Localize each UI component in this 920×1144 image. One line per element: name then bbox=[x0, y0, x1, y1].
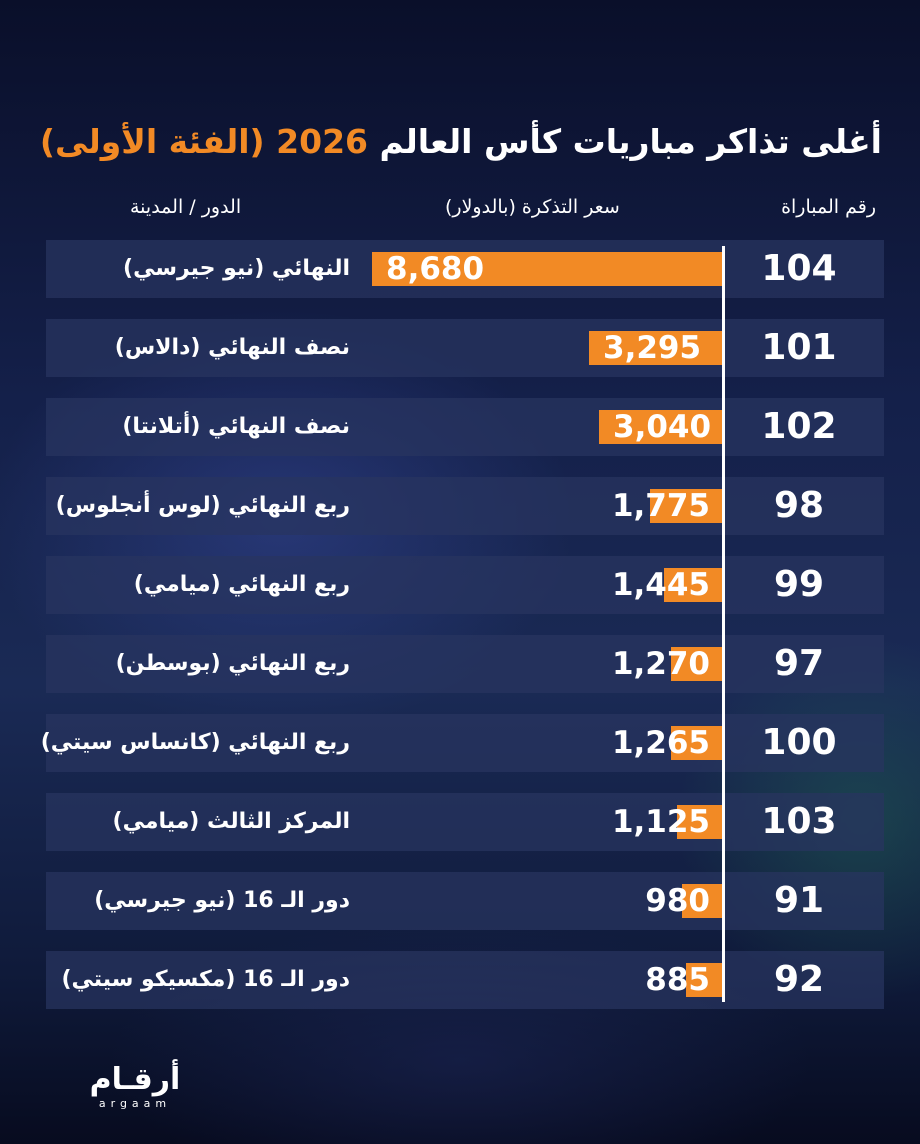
price-bar bbox=[664, 568, 722, 602]
price-bar bbox=[682, 884, 722, 918]
price-label: 1,270 bbox=[611, 646, 710, 682]
match-number: 103 bbox=[761, 801, 837, 842]
stage-city: ربع النهائي (كانساس سيتي) bbox=[40, 730, 350, 755]
stage-city: ربع النهائي (ميامي) bbox=[133, 572, 350, 597]
table-row bbox=[46, 556, 884, 614]
chart-title: أغلى تذاكر مباريات كأس العالم 2026 (الفئ… bbox=[22, 118, 882, 166]
title-category: (الفئة الأولى) bbox=[39, 122, 265, 161]
stage-city: ربع النهائي (بوسطن) bbox=[115, 651, 350, 676]
header-stage-city: الدور / المدينة bbox=[130, 196, 242, 218]
price-bar bbox=[686, 963, 722, 997]
table-row bbox=[46, 398, 884, 456]
price-label: 1,125 bbox=[611, 804, 710, 840]
table-row bbox=[46, 872, 884, 930]
title-main: أغلى تذاكر مباريات كأس العالم bbox=[379, 122, 883, 161]
price-bar bbox=[671, 647, 722, 681]
logo-main: أرقـام bbox=[89, 1062, 181, 1097]
header-ticket-price: سعر التذكرة (بالدولار) bbox=[445, 196, 620, 218]
bar-baseline bbox=[722, 246, 725, 1002]
table-row bbox=[46, 793, 884, 851]
price-label: 8,680 bbox=[386, 251, 485, 287]
price-label: 885 bbox=[645, 962, 710, 998]
price-bar bbox=[671, 726, 722, 760]
stage-city: المركز الثالث (ميامي) bbox=[112, 809, 350, 834]
argaam-logo: أرقـام argaam bbox=[70, 1062, 200, 1112]
price-label: 980 bbox=[645, 883, 710, 919]
table-row bbox=[46, 714, 884, 772]
price-bar bbox=[650, 489, 722, 523]
stage-city: دور الـ 16 (مكسيكو سيتي) bbox=[61, 967, 350, 992]
price-label: 1,775 bbox=[611, 488, 710, 524]
price-label: 1,265 bbox=[611, 725, 710, 761]
match-number: 97 bbox=[773, 643, 825, 684]
logo-sub: argaam bbox=[98, 1097, 172, 1110]
price-bar bbox=[677, 805, 722, 839]
stage-city: نصف النهائي (دالاس) bbox=[114, 335, 350, 360]
title-year: 2026 bbox=[276, 122, 368, 161]
table-row bbox=[46, 477, 884, 535]
price-bar bbox=[372, 252, 722, 286]
price-bar bbox=[589, 331, 722, 365]
stage-city: النهائي (نيو جيرسي) bbox=[123, 256, 350, 281]
stage-city: نصف النهائي (أتلانتا) bbox=[122, 414, 350, 439]
match-number: 100 bbox=[761, 722, 837, 763]
stage-city: ربع النهائي (لوس أنجلوس) bbox=[55, 493, 350, 518]
match-number: 99 bbox=[773, 564, 825, 605]
price-label: 3,295 bbox=[603, 330, 702, 366]
price-label: 3,040 bbox=[613, 409, 712, 445]
match-number: 91 bbox=[773, 880, 825, 921]
price-label: 1,445 bbox=[611, 567, 710, 603]
match-number: 102 bbox=[761, 406, 837, 447]
match-number: 104 bbox=[761, 248, 837, 289]
match-number: 98 bbox=[773, 485, 825, 526]
header-match-number: رقم المباراة bbox=[781, 196, 876, 218]
match-number: 92 bbox=[773, 959, 825, 1000]
price-bar bbox=[599, 410, 722, 444]
table-row bbox=[46, 951, 884, 1009]
table-row bbox=[46, 319, 884, 377]
table-row bbox=[46, 635, 884, 693]
stage-city: دور الـ 16 (نيو جيرسي) bbox=[94, 888, 350, 913]
match-number: 101 bbox=[761, 327, 837, 368]
